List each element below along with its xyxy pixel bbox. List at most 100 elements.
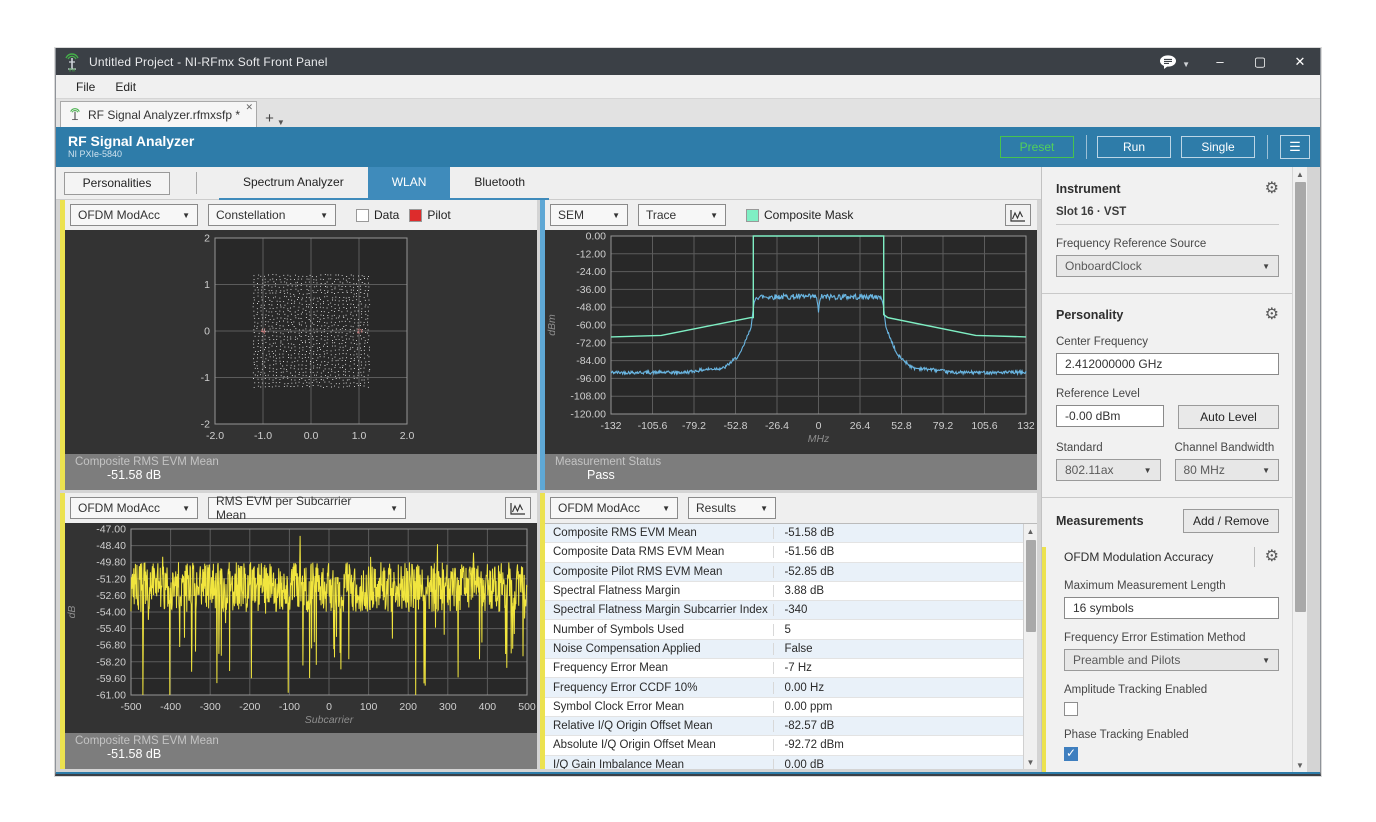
menu-item-file[interactable]: File <box>66 77 105 97</box>
status-label: Measurement Status <box>555 456 1037 468</box>
freq-ref-select[interactable]: OnboardClock▼ <box>1056 255 1279 277</box>
chevron-down-icon: ▼ <box>182 211 190 220</box>
group-title: OFDM Modulation Accuracy <box>1064 550 1254 564</box>
center-frequency-field[interactable]: 2.412000000 GHz <box>1056 353 1279 375</box>
legend-label: Composite Mask <box>764 208 853 222</box>
svg-text:-79.2: -79.2 <box>682 420 706 432</box>
tab-spectrum-analyzer[interactable]: Spectrum Analyzer <box>219 167 368 198</box>
result-name: Spectral Flatness Margin <box>545 585 774 597</box>
svg-text:-49.80: -49.80 <box>96 557 126 569</box>
add-remove-button[interactable]: Add / Remove <box>1183 509 1279 533</box>
feedback-caret-icon[interactable]: ▼ <box>1182 60 1190 69</box>
auto-level-button[interactable]: Auto Level <box>1178 405 1279 429</box>
preset-button[interactable]: Preset <box>1000 136 1074 158</box>
expand-graph-button[interactable] <box>505 497 531 519</box>
table-row[interactable]: Frequency Error CCDF 10%0.00 Hz <box>545 678 1023 697</box>
display-select[interactable]: RMS EVM per Subcarrier Mean▼ <box>208 497 406 519</box>
svg-text:-48.00: -48.00 <box>576 302 606 314</box>
measurement-select[interactable]: OFDM ModAcc▼ <box>70 204 198 226</box>
display-select[interactable]: Constellation▼ <box>208 204 336 226</box>
phase-tracking-checkbox[interactable] <box>1064 747 1078 761</box>
single-button[interactable]: Single <box>1181 136 1255 158</box>
table-row[interactable]: Noise Compensation AppliedFalse <box>545 640 1023 659</box>
svg-text:MHz: MHz <box>808 433 830 445</box>
minimize-button[interactable]: – <box>1200 48 1240 75</box>
result-value: False <box>774 643 1023 655</box>
measurement-select[interactable]: OFDM ModAcc▼ <box>70 497 198 519</box>
svg-text:500: 500 <box>518 701 536 713</box>
chevron-down-icon: ▼ <box>320 211 328 220</box>
table-scrollbar[interactable]: ▲ ▼ <box>1023 524 1037 769</box>
max-measurement-length-field[interactable]: 16 symbols <box>1064 597 1279 619</box>
scroll-thumb[interactable] <box>1295 182 1306 612</box>
document-tab[interactable]: RF Signal Analyzer.rfmxsfp * ✕ <box>60 101 257 127</box>
new-tab-button[interactable]: + ▼ <box>265 110 285 127</box>
channel-bandwidth-select[interactable]: 80 MHz▼ <box>1175 459 1280 481</box>
table-row[interactable]: Composite Pilot RMS EVM Mean-52.85 dB <box>545 563 1023 582</box>
sem-panel: SEM▼ Trace▼ Composite Mask -132-105.6-79… <box>540 200 1037 490</box>
sidebar-scrollbar[interactable]: ▲ ▼ <box>1292 167 1307 772</box>
amplitude-tracking-label: Amplitude Tracking Enabled <box>1064 684 1279 696</box>
result-name: Symbol Clock Error Mean <box>545 701 774 713</box>
new-tab-caret-icon[interactable]: ▼ <box>277 118 285 127</box>
scroll-down-icon[interactable]: ▼ <box>1293 758 1307 772</box>
personalities-button[interactable]: Personalities <box>64 172 170 195</box>
table-row[interactable]: Frequency Error Mean-7 Hz <box>545 659 1023 678</box>
phase-tracking-label: Phase Tracking Enabled <box>1064 729 1279 741</box>
personality-gear-icon[interactable]: ⚙ <box>1265 307 1279 323</box>
table-row[interactable]: Relative I/Q Origin Offset Mean-82.57 dB <box>545 717 1023 736</box>
table-row[interactable]: Composite RMS EVM Mean-51.58 dB <box>545 524 1023 543</box>
display-select[interactable]: Trace▼ <box>638 204 726 226</box>
maximize-button[interactable]: ▢ <box>1240 48 1280 75</box>
svg-text:-59.60: -59.60 <box>96 673 126 685</box>
display-select[interactable]: Results▼ <box>688 497 776 519</box>
svg-text:-36.00: -36.00 <box>576 284 606 296</box>
legend-swatch <box>746 209 759 222</box>
svg-text:-400: -400 <box>160 701 181 713</box>
tab-wlan[interactable]: WLAN <box>368 167 451 198</box>
table-row[interactable]: Spectral Flatness Margin Subcarrier Inde… <box>545 601 1023 620</box>
svg-text:200: 200 <box>399 701 417 713</box>
tab-close-icon[interactable]: ✕ <box>246 102 254 113</box>
personality-tabs: Spectrum AnalyzerWLANBluetooth <box>219 167 549 200</box>
svg-text:2.0: 2.0 <box>400 430 415 442</box>
instrument-gear-icon[interactable]: ⚙ <box>1265 181 1279 197</box>
sem-plot[interactable]: -132-105.6-79.2-52.8-26.4026.452.879.210… <box>545 230 1037 454</box>
freq-error-method-select[interactable]: Preamble and Pilots▼ <box>1064 649 1279 671</box>
hamburger-menu-button[interactable]: ☰ <box>1280 135 1310 159</box>
freq-error-method-label: Frequency Error Estimation Method <box>1064 632 1279 644</box>
menu-item-edit[interactable]: Edit <box>105 77 146 97</box>
reference-level-field[interactable]: -0.00 dBm <box>1056 405 1164 427</box>
scroll-thumb[interactable] <box>1026 540 1036 632</box>
close-button[interactable]: ✕ <box>1280 48 1320 75</box>
table-row[interactable]: Symbol Clock Error Mean0.00 ppm <box>545 698 1023 717</box>
constellation-plot[interactable]: -2.0-1.00.01.02.0-2-1012 <box>65 230 537 454</box>
tab-bluetooth[interactable]: Bluetooth <box>450 167 549 198</box>
table-row[interactable]: Number of Symbols Used5 <box>545 620 1023 639</box>
table-row[interactable]: Composite Data RMS EVM Mean-51.56 dB <box>545 543 1023 562</box>
scroll-down-icon[interactable]: ▼ <box>1024 755 1037 769</box>
table-row[interactable]: I/Q Gain Imbalance Mean0.00 dB <box>545 756 1023 769</box>
amplitude-tracking-checkbox[interactable] <box>1064 702 1078 716</box>
svg-text:-2.0: -2.0 <box>206 430 224 442</box>
page-title: RF Signal Analyzer <box>68 134 990 149</box>
svg-text:0: 0 <box>204 326 210 338</box>
result-value: -51.58 dB <box>774 527 1023 539</box>
title-bar: mx Untitled Project - NI-RFmx Soft Front… <box>56 48 1320 75</box>
measurement-select[interactable]: SEM▼ <box>550 204 628 226</box>
table-row[interactable]: Spectral Flatness Margin3.88 dB <box>545 582 1023 601</box>
table-row[interactable]: Absolute I/Q Origin Offset Mean-92.72 dB… <box>545 736 1023 755</box>
slot-label: Slot 16 · VST <box>1056 197 1279 225</box>
modacc-gear-icon[interactable]: ⚙ <box>1265 549 1279 565</box>
evm-plot[interactable]: -500-400-300-200-1000100200300400500-47.… <box>65 523 537 733</box>
measurement-select[interactable]: OFDM ModAcc▼ <box>550 497 678 519</box>
svg-text:26.4: 26.4 <box>850 420 871 432</box>
svg-text:-47.00: -47.00 <box>96 524 126 536</box>
scroll-up-icon[interactable]: ▲ <box>1024 524 1037 538</box>
standard-select[interactable]: 802.11ax▼ <box>1056 459 1161 481</box>
plus-icon: + <box>265 110 274 127</box>
expand-graph-button[interactable] <box>1005 204 1031 226</box>
scroll-up-icon[interactable]: ▲ <box>1293 167 1307 181</box>
run-button[interactable]: Run <box>1097 136 1171 158</box>
panel-stripe <box>60 493 65 769</box>
